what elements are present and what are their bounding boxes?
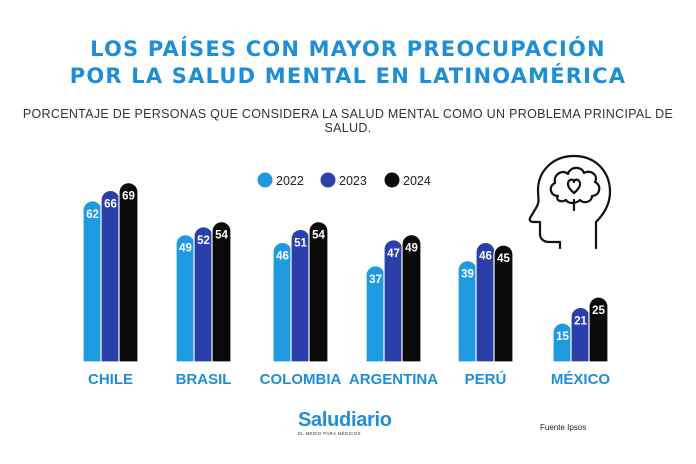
data-label: 62	[86, 209, 99, 221]
category-label: CHILE	[88, 371, 133, 388]
legend-swatch	[257, 172, 273, 188]
data-label: 46	[276, 250, 289, 262]
bar	[493, 244, 514, 363]
data-label: 54	[312, 230, 325, 242]
bar-group: 37 47 49 ARGENTINA	[349, 234, 438, 388]
category-label: PERÚ	[465, 370, 507, 388]
bar-group: 46 51 54 COLOMBIA	[260, 221, 342, 388]
legend-swatch	[384, 172, 400, 188]
brand-tagline: EL MEDIO PARA MÉDICOS	[298, 431, 361, 436]
data-label: 49	[179, 243, 192, 255]
data-label: 49	[405, 243, 418, 255]
data-label: 66	[104, 198, 117, 210]
source-note: Fuente Ipsos	[540, 423, 587, 432]
data-label: 47	[387, 248, 400, 260]
bar	[100, 189, 121, 363]
legend: 2022 2023 2024	[257, 172, 431, 188]
data-label: 51	[294, 237, 307, 249]
bar	[82, 200, 103, 363]
legend-swatch	[320, 172, 336, 188]
chart-title: LOS PAÍSES CON MAYOR PREOCUPACIÓN POR LA…	[0, 36, 696, 90]
data-label: 39	[461, 269, 474, 281]
data-label: 21	[574, 315, 587, 327]
bar	[211, 221, 232, 363]
data-label: 52	[197, 235, 210, 247]
data-label: 54	[215, 230, 228, 242]
bar-group: 62 66 69 CHILE	[82, 182, 139, 388]
bar	[401, 234, 422, 363]
title-line-2: POR LA SALUD MENTAL EN LATINOAMÉRICA	[69, 64, 627, 88]
legend-label: 2024	[403, 174, 431, 188]
bar-group: 15 21 25 MÉXICO	[551, 296, 611, 388]
legend-label: 2023	[339, 174, 367, 188]
chart-subtitle: PORCENTAJE DE PERSONAS QUE CONSIDERA LA …	[22, 107, 674, 135]
data-label: 46	[479, 250, 492, 262]
legend-label: 2022	[276, 174, 304, 188]
data-label: 15	[556, 331, 569, 343]
bar	[193, 226, 214, 363]
data-label: 37	[369, 274, 382, 286]
category-label: BRASIL	[176, 371, 232, 388]
category-label: COLOMBIA	[260, 371, 342, 388]
brand-logo: Saludiario	[298, 409, 392, 431]
bar	[118, 182, 139, 363]
data-label: 25	[592, 305, 605, 317]
bar	[588, 296, 609, 363]
bar	[308, 221, 329, 363]
bar-group: 49 52 54 BRASIL	[175, 221, 232, 388]
category-label: MÉXICO	[551, 371, 611, 388]
data-label: 45	[497, 253, 510, 265]
category-label: ARGENTINA	[349, 371, 438, 388]
data-label: 69	[122, 191, 135, 203]
bar-group: 39 46 45 PERÚ	[457, 241, 514, 388]
title-line-1: LOS PAÍSES CON MAYOR PREOCUPACIÓN	[90, 37, 606, 61]
head-brain-heart-icon	[528, 154, 612, 250]
